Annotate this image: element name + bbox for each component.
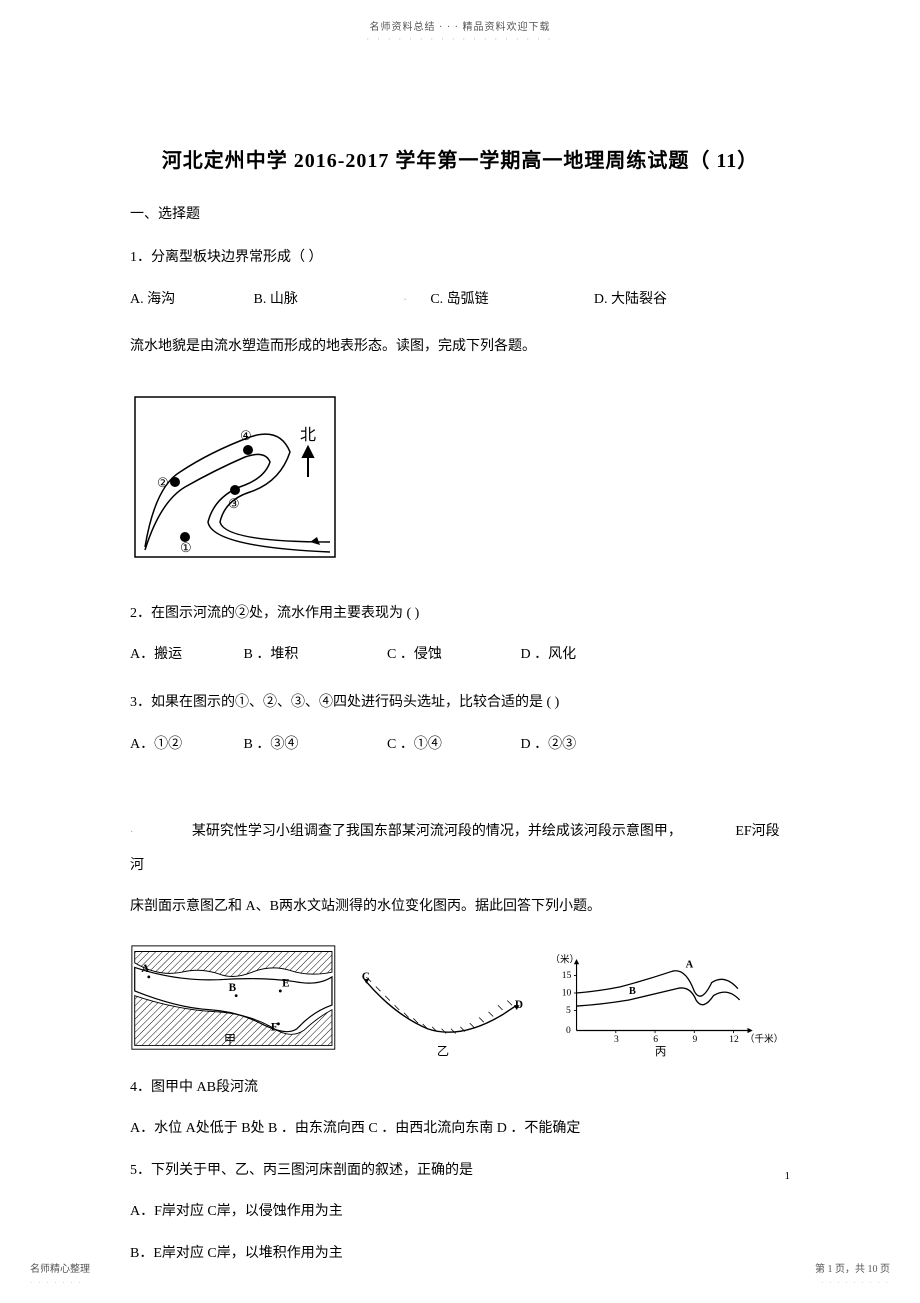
svg-text:15: 15 [561, 970, 571, 981]
svg-text:A: A [141, 963, 150, 975]
opt-2a: A．搬运 [130, 638, 240, 672]
figures-row: A B E F 甲 C D [130, 944, 790, 1057]
intro-text-2: · 某研究性学习小组调查了我国东部某河流河段的情况，并绘成该河段示意图甲， EF… [130, 815, 790, 882]
question-1-options: A. 海沟 B. 山脉· C. 岛弧链 D. 大陆裂谷 [130, 283, 790, 317]
opt-3b: B ．③④ [244, 728, 384, 762]
opt-3a: A．①② [130, 728, 240, 762]
svg-text:丙: 丙 [655, 1046, 666, 1057]
question-1: 1．分离型板块边界常形成（ ） [130, 241, 790, 275]
header-sub: · · · · · · · · · · · · · · · · · · [0, 35, 920, 44]
svg-text:（千米）: （千米） [745, 1033, 783, 1045]
question-2: 2．在图示河流的②处，流水作用主要表现为 ( ) [130, 597, 790, 631]
question-3-options: A．①② B ．③④ C ．①④ D ．②③ [130, 728, 790, 762]
question-2-options: A．搬运 B ．堆积 C ．侵蚀 D ．风化 [130, 638, 790, 672]
opt-3d: D ．②③ [521, 728, 651, 762]
svg-text:9: 9 [692, 1034, 697, 1045]
document-title: 河北定州中学 2016-2017 学年第一学期高一地理周练试题（ 11） [130, 144, 790, 173]
question-4-options: A．水位 A处低于 B处 B ．由东流向西 C ．由西北流向东南 D ．不能确定 [130, 1112, 790, 1146]
svg-text:B: B [629, 986, 636, 997]
figure-yi-diagram: C D 乙 [357, 963, 526, 1057]
opt-1c: C. 岛弧链 [430, 283, 590, 317]
svg-text:乙: 乙 [437, 1044, 449, 1057]
opt-2d: D ．风化 [521, 638, 651, 672]
svg-text:12: 12 [729, 1034, 739, 1045]
opt-2c: C ．侵蚀 [387, 638, 517, 672]
svg-text:甲: 甲 [224, 1033, 236, 1047]
svg-text:（米）: （米） [550, 953, 579, 965]
svg-text:A: A [685, 960, 693, 971]
figure-bing-chart: （米） 15 10 5 0 3 6 9 12 （千米） A B [546, 952, 790, 1057]
question-5-opt-a: A．F岸对应 C岸，以侵蚀作用为主 [130, 1195, 790, 1229]
section-heading: 一、选择题 [130, 203, 790, 223]
label-p1: ① [180, 540, 192, 555]
opt-3c: C ．①④ [387, 728, 517, 762]
opt-1a: A. 海沟 [130, 283, 250, 317]
label-p2: ② [157, 475, 169, 490]
intro-text-2b: 床剖面示意图乙和 A、B两水文站测得的水位变化图丙。据此回答下列小题。 [130, 890, 790, 924]
intro-text-1: 流水地貌是由流水塑造而形成的地表形态。读图，完成下列各题。 [130, 330, 790, 364]
intro2-line2: 床剖面示意图乙和 A、B两水文站测得的水位变化图丙。据此回答下列小题。 [130, 899, 601, 914]
header-top: 名师资料总结 · · · 精品资料欢迎下载 [0, 0, 920, 33]
question-5-opt-b: B．E岸对应 C岸，以堆积作用为主 [130, 1237, 790, 1271]
footer-right-sub: · · · · · · · · · [821, 1279, 890, 1287]
page-content: 河北定州中学 2016-2017 学年第一学期高一地理周练试题（ 11） 一、选… [0, 44, 920, 1271]
figure-jia-diagram: A B E F 甲 [130, 944, 337, 1057]
footer-left: 名师精心整理 [30, 1260, 90, 1275]
intro2-main: 某研究性学习小组调查了我国东部某河流河段的情况，并绘成该河段示意图甲， [192, 824, 682, 839]
question-3: 3．如果在图示的①、②、③、④四处进行码头选址，比较合适的是 ( ) [130, 686, 790, 720]
svg-text:3: 3 [614, 1034, 619, 1045]
svg-text:0: 0 [566, 1025, 571, 1036]
question-5: 5．下列关于甲、乙、丙三图河床剖面的叙述，正确的是 [130, 1154, 790, 1188]
svg-text:10: 10 [561, 988, 571, 999]
question-4: 4．图甲中 AB段河流 [130, 1071, 790, 1105]
footer-right: 第 1 页，共 10 页 [815, 1260, 890, 1275]
opt-2b: B ．堆积 [244, 638, 384, 672]
label-p3: ③ [228, 496, 240, 511]
north-label: 北 [300, 426, 316, 444]
page-number: 1 [785, 1170, 791, 1182]
dot-icon: · [404, 289, 407, 313]
river-meander-diagram: ① ② ③ ④ 北 [130, 392, 360, 562]
label-p4: ④ [240, 428, 252, 443]
dot-icon: · [130, 827, 133, 838]
svg-text:B: B [229, 982, 237, 994]
opt-1d: D. 大陆裂谷 [594, 283, 764, 317]
svg-text:5: 5 [566, 1005, 571, 1016]
svg-text:F: F [271, 1021, 278, 1033]
opt-1b: B. 山脉 [254, 283, 404, 317]
svg-text:D: D [514, 999, 522, 1011]
svg-text:6: 6 [653, 1034, 658, 1045]
svg-text:E: E [282, 977, 290, 989]
footer-left-sub: · · · · · · · [30, 1279, 83, 1287]
